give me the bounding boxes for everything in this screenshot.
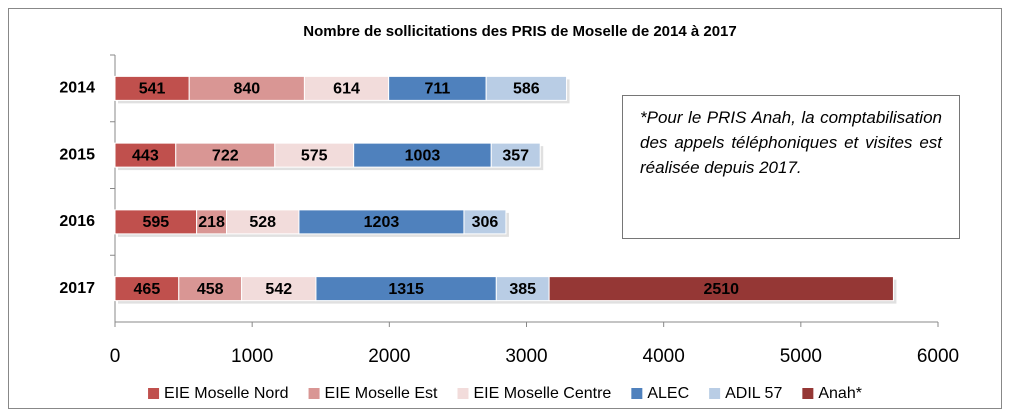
x-tick-label: 5000 — [780, 346, 822, 367]
data-label: 575 — [301, 147, 328, 164]
legend-label: Anah* — [818, 385, 862, 402]
data-label: 357 — [502, 147, 529, 164]
legend-swatch — [709, 388, 721, 399]
data-label: 1203 — [364, 214, 400, 231]
bar-segment — [274, 142, 355, 168]
legend-label: EIE Moselle Est — [325, 385, 438, 402]
data-label: 458 — [197, 281, 224, 298]
bar-segment — [463, 209, 507, 235]
bar-segment — [303, 75, 390, 101]
data-label: 542 — [265, 281, 292, 298]
bar-segment — [485, 75, 568, 101]
x-tick-label: 1000 — [231, 346, 273, 367]
y-tick-label: 2015 — [59, 146, 95, 163]
data-label: 614 — [333, 81, 360, 98]
bar-segment — [114, 209, 198, 235]
legend-swatch — [308, 388, 320, 399]
bar-segment — [114, 75, 190, 101]
x-tick-label: 0 — [110, 346, 121, 367]
x-tick-label: 2000 — [368, 346, 410, 367]
data-label: 385 — [509, 281, 536, 298]
x-tick-label: 6000 — [917, 346, 959, 367]
bar-segment — [114, 142, 177, 168]
data-label: 586 — [513, 81, 540, 98]
data-label: 465 — [134, 281, 161, 298]
legend-label: EIE Moselle Centre — [473, 385, 611, 402]
legend-label: EIE Moselle Nord — [164, 385, 289, 402]
legend-swatch — [148, 388, 160, 399]
legend-swatch — [457, 388, 469, 399]
data-label: 722 — [212, 147, 239, 164]
data-label: 595 — [142, 214, 169, 231]
data-label: 2510 — [703, 281, 739, 298]
bar-segment — [298, 209, 465, 235]
y-tick-label: 2016 — [59, 213, 95, 230]
x-tick-label: 3000 — [505, 346, 547, 367]
bar-segment — [196, 209, 228, 235]
bar-segment — [548, 276, 894, 302]
bar-segment — [388, 75, 487, 101]
chart-title: Nombre de sollicitations des PRIS de Mos… — [303, 23, 737, 40]
bar-segment — [490, 142, 541, 168]
data-label: 528 — [249, 214, 276, 231]
legend-label: ALEC — [647, 385, 689, 402]
legend-swatch — [802, 388, 814, 399]
bar-segment — [353, 142, 492, 168]
data-label: 840 — [233, 81, 260, 98]
data-label: 306 — [472, 214, 499, 231]
data-label: 541 — [139, 81, 166, 98]
data-label: 711 — [425, 81, 451, 98]
y-tick-label: 2017 — [59, 280, 95, 297]
legend-label: ADIL 57 — [725, 385, 782, 402]
data-label: 443 — [132, 147, 159, 164]
bar-segment — [188, 75, 305, 101]
annotation: *Pour le PRIS Anah, la comptabilisation … — [622, 95, 960, 239]
y-tick-label: 2014 — [59, 80, 95, 97]
data-label: 218 — [198, 214, 225, 231]
data-label: 1315 — [388, 281, 424, 298]
bar-segment — [175, 142, 276, 168]
x-tick-label: 4000 — [643, 346, 685, 367]
data-label: 1003 — [405, 147, 441, 164]
legend-swatch — [631, 388, 643, 399]
